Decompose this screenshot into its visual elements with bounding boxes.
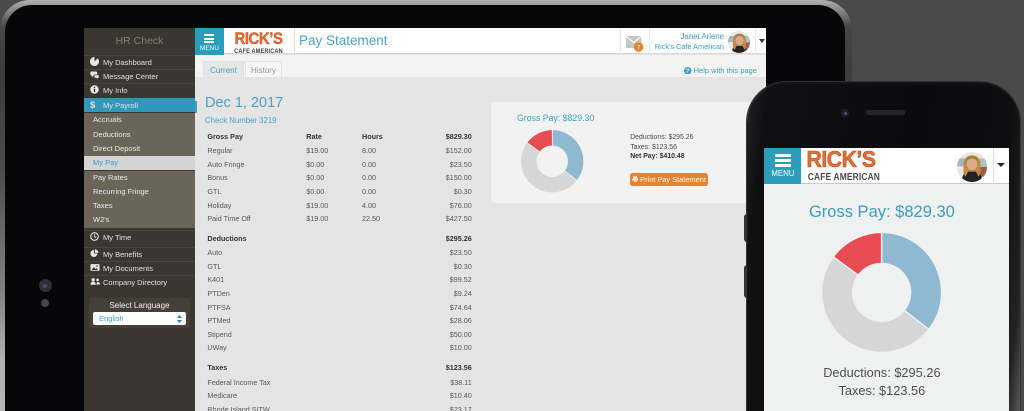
svg-text:?: ? [686,68,690,74]
svg-text:7: 7 [637,44,641,51]
